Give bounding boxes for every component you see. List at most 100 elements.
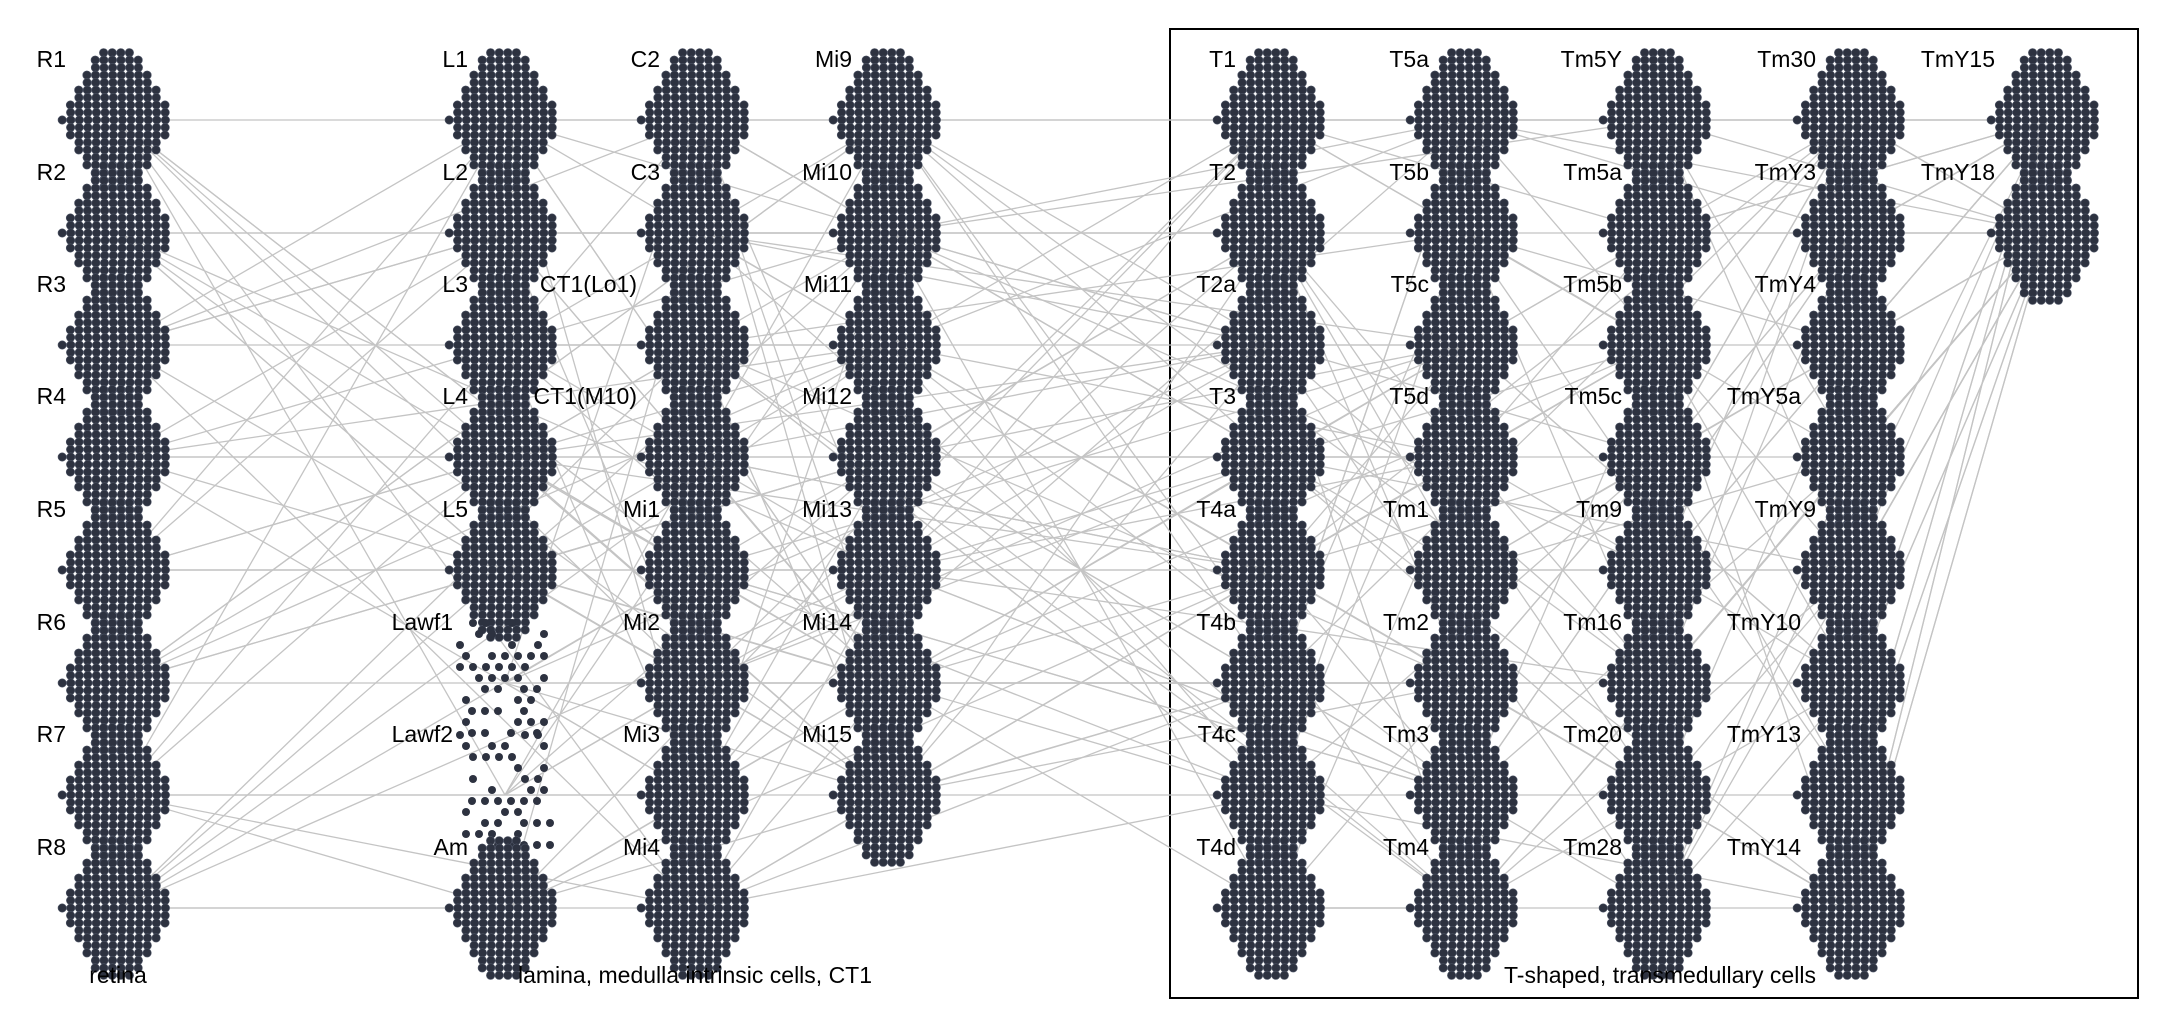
cell-label-t5d: T5d — [1389, 383, 1429, 409]
cell-label-r8: R8 — [37, 834, 66, 860]
connection-edge — [117, 456, 506, 571]
cell-label-tmy3: TmY3 — [1755, 159, 1816, 185]
cell-label-t2: T2 — [1209, 159, 1236, 185]
cell-label-mi2: Mi2 — [623, 609, 660, 635]
connection-edge — [696, 569, 890, 909]
connection-edge — [888, 119, 1467, 234]
cell-label-t1: T1 — [1209, 46, 1236, 72]
cell-label-tm28: Tm28 — [1563, 834, 1622, 860]
connection-edge — [1658, 119, 1854, 458]
cell-label-l3: L3 — [442, 271, 468, 297]
connection-edge — [117, 119, 698, 571]
cell-label-tmy9: TmY9 — [1755, 496, 1816, 522]
connection-edge — [117, 344, 890, 684]
cell-label-tmy13: TmY13 — [1727, 721, 1801, 747]
connection-edge — [117, 344, 698, 909]
cell-label-tm3: Tm3 — [1383, 721, 1429, 747]
connection-edge — [1272, 119, 1854, 684]
node-lawf2 — [456, 731, 554, 849]
cell-label-mi14: Mi14 — [802, 609, 852, 635]
connection-edge — [117, 456, 506, 796]
node-tm4 — [1405, 836, 1518, 980]
cell-label-mi15: Mi15 — [802, 721, 852, 747]
cell-label-tm20: Tm20 — [1563, 721, 1622, 747]
cell-label-tm5b: Tm5b — [1563, 271, 1622, 297]
node-c3 — [636, 161, 749, 305]
cell-label-tm1: Tm1 — [1383, 496, 1429, 522]
cell-label-t5c: T5c — [1391, 271, 1429, 297]
cell-label-l5: L5 — [442, 496, 468, 522]
cell-label-c2: C2 — [631, 46, 660, 72]
connection-edge — [888, 232, 1274, 458]
connection-edge — [117, 119, 890, 684]
node-tm30 — [1792, 48, 1905, 192]
connection-edge — [696, 232, 1274, 346]
node-mi12 — [828, 385, 941, 529]
node-mi15 — [828, 723, 941, 867]
node-mi2 — [636, 611, 749, 755]
cell-label-mi3: Mi3 — [623, 721, 660, 747]
t-shaped-transmedullary-frame — [1169, 28, 2139, 999]
cell-label-am: Am — [434, 834, 469, 860]
connection-edge — [117, 569, 890, 909]
connection-edge — [888, 119, 1467, 346]
cell-label-tm5c: Tm5c — [1565, 383, 1623, 409]
cell-label-r5: R5 — [37, 496, 66, 522]
cell-label-ct1-lo1: CT1(Lo1) — [540, 271, 637, 297]
cell-label-mi11: Mi11 — [804, 271, 852, 297]
connection-edge — [888, 344, 1467, 458]
cell-label-t5b: T5b — [1389, 159, 1429, 185]
cell-label-t4c: T4c — [1198, 721, 1236, 747]
connection-edge — [504, 119, 890, 234]
node-lawf1 — [456, 619, 548, 737]
cell-label-tmy15: TmY15 — [1921, 46, 1995, 72]
connection-edge — [117, 232, 506, 571]
connection-edge — [696, 682, 1274, 909]
cell-label-tm9: Tm9 — [1576, 496, 1622, 522]
cell-label-mi12: Mi12 — [802, 383, 852, 409]
connection-edge — [117, 232, 506, 346]
connection-edge — [1272, 119, 1660, 234]
node-mi13 — [828, 498, 941, 642]
node-l3 — [444, 273, 557, 417]
cell-label-tmy10: TmY10 — [1727, 609, 1801, 635]
cell-label-r2: R2 — [37, 159, 66, 185]
connection-edge — [888, 344, 1467, 796]
cell-label-t4b: T4b — [1196, 609, 1236, 635]
cell-label-t4d: T4d — [1196, 834, 1236, 860]
cell-label-mi1: Mi1 — [623, 496, 660, 522]
cell-label-lawf2: Lawf2 — [392, 721, 453, 747]
connection-edge — [696, 456, 890, 796]
connection-edge — [117, 119, 506, 796]
cell-label-r3: R3 — [37, 271, 66, 297]
cell-label-l1: L1 — [442, 46, 468, 72]
cell-label-t3: T3 — [1209, 383, 1236, 409]
node-t4a — [1212, 498, 1325, 642]
connection-edge — [117, 794, 506, 909]
cell-label-tm4: Tm4 — [1383, 834, 1429, 860]
cell-label-l4: L4 — [442, 383, 468, 409]
node-tm1 — [1405, 498, 1518, 642]
connection-edge — [1658, 119, 2048, 234]
cell-label-tm5y: Tm5Y — [1561, 46, 1622, 72]
node-r4 — [57, 385, 170, 529]
node-tmy18 — [1986, 161, 2099, 305]
cell-label-tmy5a: TmY5a — [1727, 383, 1801, 409]
cell-label-mi9: Mi9 — [815, 46, 852, 72]
cell-label-tm16: Tm16 — [1563, 609, 1622, 635]
cell-label-tm2: Tm2 — [1383, 609, 1429, 635]
cell-label-t2a: T2a — [1196, 271, 1236, 297]
cell-label-tm5a: Tm5a — [1563, 159, 1622, 185]
cell-label-ct1-m10: CT1(M10) — [533, 383, 637, 409]
connection-edge — [888, 232, 1274, 571]
connection-edge — [888, 682, 1274, 796]
cell-label-mi10: Mi10 — [802, 159, 852, 185]
connection-edge — [696, 456, 1274, 684]
connection-edge — [1658, 456, 1854, 796]
cell-type-nodes — [57, 48, 2099, 980]
cell-label-t4a: T4a — [1196, 496, 1236, 522]
node-am — [444, 836, 557, 980]
cell-label-r4: R4 — [37, 383, 67, 409]
connection-edge — [117, 119, 506, 346]
